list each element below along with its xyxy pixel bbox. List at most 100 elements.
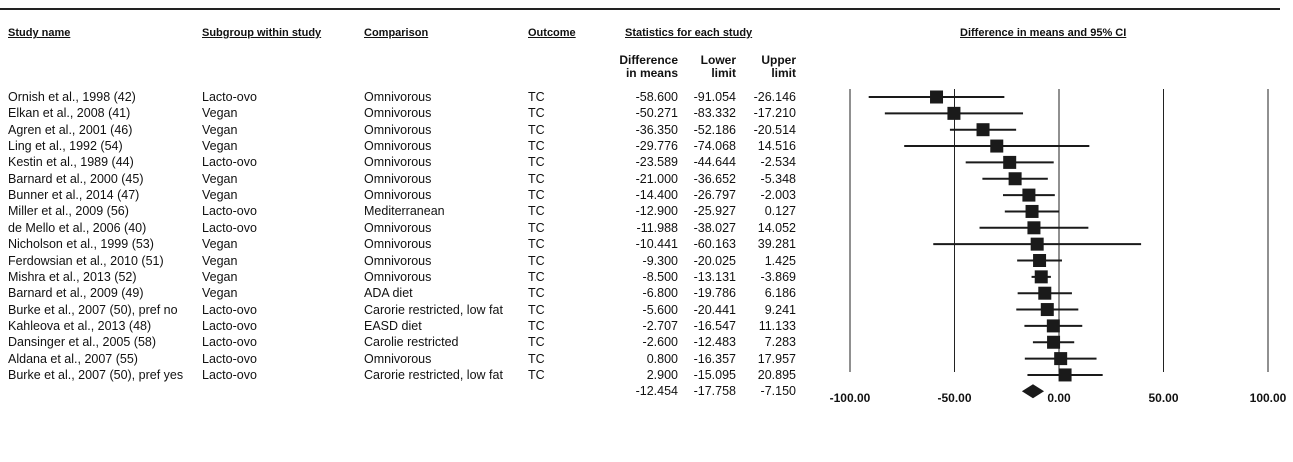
lower-limit-value: -83.332 (693, 106, 736, 121)
upper-limit-value: 20.895 (757, 367, 796, 382)
outcome: TC (528, 122, 545, 137)
outcome: TC (528, 335, 545, 350)
difference-value: -12.900 (635, 204, 678, 219)
lower-limit-value: -60.163 (693, 237, 736, 252)
outcome: TC (528, 351, 545, 366)
comparison: Carorie restricted, low fat (364, 302, 503, 317)
study-name: Bunner et al., 2014 (47) (8, 188, 140, 203)
comparison: Mediterranean (364, 204, 445, 219)
subgroup: Vegan (202, 286, 238, 301)
difference-value: -2.600 (642, 335, 678, 350)
comparison: EASD diet (364, 318, 422, 333)
comparison: Omnivorous (364, 106, 432, 121)
x-tick-label: 50.00 (1148, 391, 1178, 405)
comparison: Omnivorous (364, 122, 432, 137)
subgroup: Vegan (202, 253, 238, 268)
comparison: Omnivorous (364, 171, 432, 186)
effect-marker (1003, 155, 1017, 169)
subgroup: Lacto-ovo (202, 335, 257, 350)
study-name: Kestin et al., 1989 (44) (8, 155, 134, 170)
effect-marker (1047, 335, 1061, 349)
outcome: TC (528, 302, 545, 317)
subheader-lower: Lower limit (700, 53, 736, 80)
effect-marker (1034, 270, 1048, 284)
pooled-lower-limit-value: -17.758 (693, 384, 736, 399)
x-tick-label: -50.00 (937, 391, 971, 405)
upper-limit-value: 17.957 (757, 351, 796, 366)
lower-limit-value: -15.095 (693, 367, 736, 382)
pooled-upper-limit-value: -7.150 (760, 384, 796, 399)
subgroup: Vegan (202, 106, 238, 121)
outcome: TC (528, 90, 545, 104)
outcome: TC (528, 286, 545, 301)
study-name: Elkan et al., 2008 (41) (8, 106, 131, 121)
lower-limit-value: -25.927 (693, 204, 736, 219)
header-subgroup: Subgroup within study (202, 27, 322, 39)
effect-marker (1022, 188, 1036, 202)
effect-marker (1025, 204, 1039, 218)
subheader-upper: Upper limit (761, 53, 796, 80)
difference-value: -2.707 (642, 318, 678, 333)
upper-limit-value: -5.348 (760, 171, 796, 186)
header-comparison: Comparison (364, 27, 429, 39)
header-plot: Difference in means and 95% CI (960, 27, 1127, 39)
outcome: TC (528, 220, 545, 235)
comparison: Omnivorous (364, 351, 432, 366)
difference-value: -6.800 (642, 286, 678, 301)
subheader-difference: Difference in means (619, 53, 678, 80)
x-tick-label: 100.00 (1250, 391, 1287, 405)
upper-limit-value: -2.003 (760, 188, 796, 203)
comparison: Omnivorous (364, 253, 432, 268)
comparison: Omnivorous (364, 139, 432, 154)
comparison: Omnivorous (364, 90, 432, 104)
effect-marker (930, 90, 944, 104)
lower-limit-value: -12.483 (693, 335, 736, 350)
upper-limit-value: 7.283 (764, 335, 796, 350)
upper-limit-value: 9.241 (764, 302, 796, 317)
upper-limit-value: -17.210 (753, 106, 796, 121)
subgroup: Vegan (202, 269, 238, 284)
difference-value: -50.271 (635, 106, 678, 121)
subgroup: Lacto-ovo (202, 155, 257, 170)
top-rule (0, 8, 1280, 10)
lower-limit-value: -44.644 (693, 155, 736, 170)
lower-limit-value: -26.797 (693, 188, 736, 203)
lower-limit-value: -36.652 (693, 171, 736, 186)
study-name: Aldana et al., 2007 (55) (8, 351, 138, 366)
upper-limit-value: -26.146 (753, 90, 796, 104)
lower-limit-value: -19.786 (693, 286, 736, 301)
effect-marker (1058, 368, 1072, 382)
comparison: Omnivorous (364, 220, 432, 235)
lower-limit-value: -16.357 (693, 351, 736, 366)
lower-limit-value: -20.441 (693, 302, 736, 317)
subgroup: Lacto-ovo (202, 351, 257, 366)
effect-marker (1040, 303, 1054, 317)
subgroup: Vegan (202, 237, 238, 252)
pooled-difference-value: -12.454 (635, 384, 678, 399)
outcome: TC (528, 171, 545, 186)
upper-limit-value: -3.869 (760, 269, 796, 284)
effect-marker (947, 106, 961, 120)
study-name: Agren et al., 2001 (46) (8, 122, 133, 137)
subgroup: Lacto-ovo (202, 302, 257, 317)
lower-limit-value: -91.054 (693, 90, 736, 104)
study-name: Dansinger et al., 2005 (58) (8, 335, 157, 350)
comparison: ADA diet (364, 286, 413, 301)
study-name: Burke et al., 2007 (50), pref yes (8, 367, 184, 382)
study-name: Miller et al., 2009 (56) (8, 204, 129, 219)
comparison: Omnivorous (364, 155, 432, 170)
study-name: Barnard et al., 2009 (49) (8, 286, 144, 301)
study-name: Burke et al., 2007 (50), pref no (8, 302, 178, 317)
upper-limit-value: 6.186 (764, 286, 796, 301)
header-statistics: Statistics for each study (625, 27, 753, 39)
lower-limit-value: -20.025 (693, 253, 736, 268)
subgroup: Lacto-ovo (202, 220, 257, 235)
comparison: Carorie restricted, low fat (364, 367, 503, 382)
comparison: Omnivorous (364, 188, 432, 203)
difference-value: -9.300 (642, 253, 678, 268)
outcome: TC (528, 139, 545, 154)
subgroup: Vegan (202, 122, 238, 137)
upper-limit-value: 1.425 (764, 253, 796, 268)
subgroup: Lacto-ovo (202, 318, 257, 333)
outcome: TC (528, 188, 545, 203)
